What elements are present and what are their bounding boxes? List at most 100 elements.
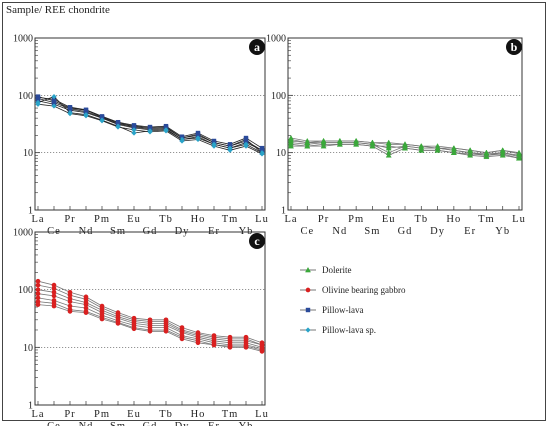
x-tick-label-lower: Dy	[430, 226, 445, 237]
x-tick-label-lower: Sm	[364, 226, 380, 237]
y-tick-label: 10	[276, 148, 286, 159]
data-point	[35, 291, 41, 297]
figure-frame	[2, 2, 546, 421]
legend-label: Pillow-lava sp.	[322, 325, 376, 335]
data-point	[99, 114, 105, 119]
panel-badge	[506, 39, 522, 55]
y-tick-label: 100	[271, 91, 286, 102]
data-point	[147, 129, 153, 135]
series-line	[37, 97, 263, 149]
x-tick-label-lower: Sm	[110, 421, 126, 426]
data-point	[67, 303, 73, 309]
data-point	[385, 139, 392, 145]
x-tick-label-upper: Pm	[94, 214, 110, 225]
series-olivine-bearing-gabbro	[35, 302, 265, 354]
data-point	[67, 309, 73, 314]
data-point	[467, 152, 474, 158]
data-point	[163, 128, 169, 134]
legend-label: Pillow-lava	[322, 305, 364, 315]
data-point	[304, 143, 311, 149]
panel-label: b	[511, 40, 518, 54]
data-point	[434, 147, 441, 153]
data-point	[499, 152, 506, 158]
x-tick-label-upper: Tm	[222, 214, 239, 225]
legend-item: Pillow-lava	[300, 305, 364, 315]
data-point	[35, 287, 41, 293]
data-point	[336, 141, 343, 147]
data-point	[288, 143, 294, 149]
data-point	[51, 289, 57, 295]
data-point	[483, 153, 490, 159]
x-tick-label-lower: Gd	[398, 226, 413, 237]
legend-marker	[305, 327, 311, 333]
data-point	[51, 94, 57, 100]
legend-item: Pillow-lava sp.	[300, 325, 376, 335]
data-point	[243, 143, 249, 149]
data-point	[35, 95, 41, 100]
data-point	[147, 124, 153, 130]
y-axis-title: Sample/ REE chondrite	[6, 4, 110, 16]
data-point	[211, 138, 217, 144]
x-tick-label-upper: Tb	[159, 214, 173, 225]
y-tick-label: 1000	[13, 34, 33, 45]
series-pillow-lava	[35, 95, 265, 151]
data-point	[35, 101, 41, 107]
x-tick-label-upper: Pm	[348, 214, 364, 225]
x-tick-label-upper: Lu	[512, 214, 526, 225]
data-point	[99, 316, 105, 322]
x-tick-label-upper: Eu	[127, 409, 141, 420]
data-point	[131, 326, 137, 332]
y-tick-label: 100	[18, 91, 33, 102]
data-point	[83, 113, 89, 119]
data-point	[115, 124, 121, 130]
data-point	[51, 282, 57, 288]
x-tick-label-upper: Pr	[318, 214, 329, 225]
data-point	[163, 123, 169, 129]
y-tick-label: 1	[28, 206, 33, 217]
data-point	[67, 292, 73, 298]
data-point	[83, 302, 89, 307]
legend-marker	[305, 287, 311, 293]
data-point	[67, 105, 73, 110]
legend-marker	[305, 307, 311, 313]
x-tick-label-lower: Er	[208, 421, 220, 426]
legend-label: Dolerite	[322, 265, 352, 275]
x-tick-label-lower: Er	[464, 226, 476, 237]
data-point	[211, 342, 217, 348]
data-point	[195, 130, 201, 136]
data-point	[243, 344, 249, 350]
x-tick-label-upper: Ho	[446, 214, 461, 225]
x-tick-label-upper: La	[31, 214, 44, 225]
series-pillow-lava-sp-	[35, 94, 265, 156]
plot-frame	[34, 37, 266, 211]
data-point	[67, 111, 73, 117]
x-tick-label-lower: Yb	[239, 421, 254, 426]
x-tick-label-upper: Lu	[255, 409, 269, 420]
panel-label: c	[254, 234, 260, 248]
x-tick-label-upper: Pm	[94, 409, 110, 420]
x-tick-label-lower: Gd	[143, 421, 158, 426]
data-point	[35, 278, 41, 284]
data-point	[99, 118, 105, 124]
data-point	[259, 151, 265, 157]
data-point	[402, 145, 408, 151]
x-tick-label-lower: Nd	[332, 226, 347, 237]
data-point	[353, 141, 360, 147]
data-point	[35, 295, 41, 301]
data-point	[243, 135, 249, 141]
y-tick-label: 10	[23, 148, 33, 159]
data-point	[179, 134, 185, 139]
y-tick-label: 1000	[266, 34, 286, 45]
panel-a: 1000100101LaCePrNdPmSmEuGdTbDyHoErTmYbLu…	[13, 34, 269, 238]
y-tick-label: 10	[23, 343, 33, 354]
data-point	[83, 310, 89, 315]
x-tick-label-upper: Lu	[255, 214, 269, 225]
data-point	[83, 107, 89, 112]
data-point	[35, 282, 41, 288]
data-point	[450, 149, 457, 155]
data-point	[211, 143, 217, 149]
series-dolerite	[288, 141, 522, 161]
data-point	[259, 349, 265, 354]
panel-badge	[249, 39, 265, 55]
